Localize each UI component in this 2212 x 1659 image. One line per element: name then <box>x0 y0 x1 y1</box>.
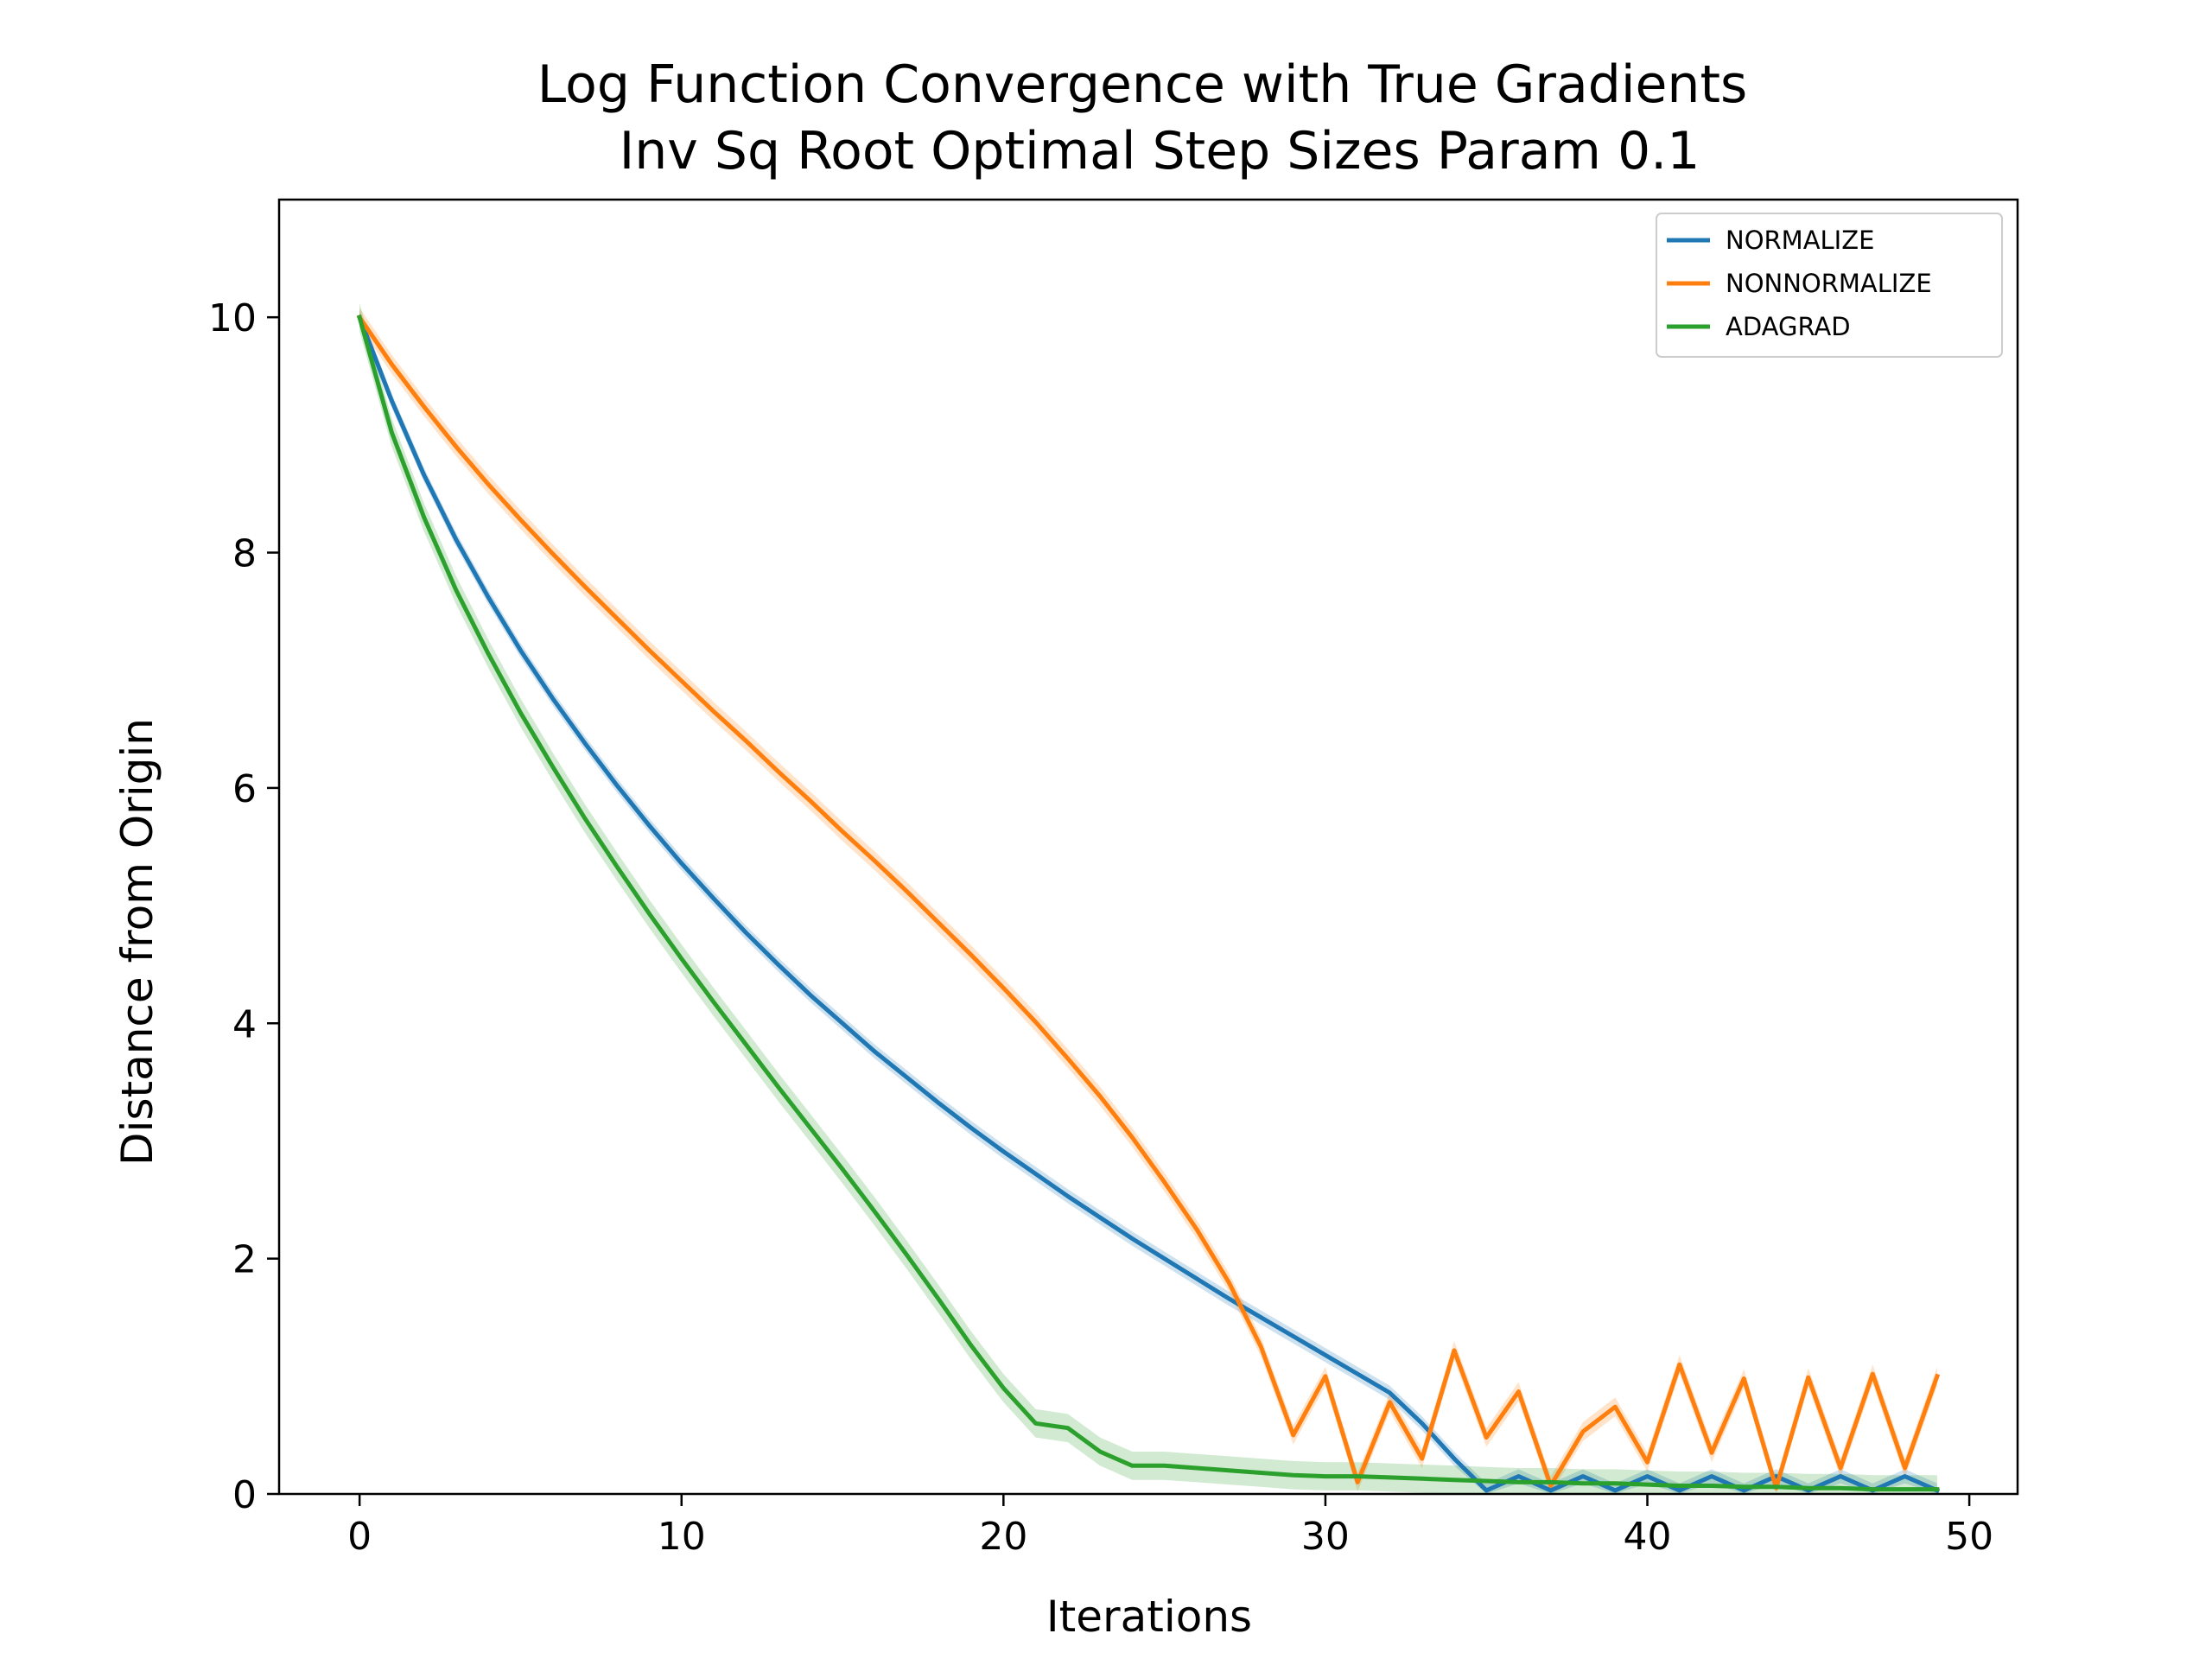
x-axis: 0 10 20 30 40 50 <box>347 1494 1993 1559</box>
x-tick-label: 0 <box>347 1515 372 1559</box>
x-axis-label: Iterations <box>1046 1592 1252 1642</box>
legend-label-nonnormalize: NONNORMALIZE <box>1726 269 1932 298</box>
y-tick-label: 0 <box>232 1473 257 1517</box>
y-axis-label: Distance from Origin <box>112 718 162 1166</box>
y-tick-label: 6 <box>232 767 257 811</box>
y-tick-label: 8 <box>232 532 257 576</box>
legend-label-adagrad: ADAGRAD <box>1726 312 1851 341</box>
legend-frame <box>1656 213 2003 358</box>
series-line-adagrad <box>357 315 1940 1492</box>
y-tick-label: 4 <box>232 1002 257 1046</box>
chart-subtitle: Inv Sq Root Optimal Step Sizes Param 0.1 <box>620 121 1700 181</box>
x-tick-label: 50 <box>1945 1515 1993 1559</box>
plot-area <box>356 302 1941 1494</box>
chart-title: Log Function Convergence with True Gradi… <box>537 54 1747 115</box>
y-tick-label: 2 <box>232 1238 257 1282</box>
x-tick-label: 20 <box>979 1515 1027 1559</box>
legend-label-normalize: NORMALIZE <box>1726 226 1874 255</box>
x-tick-label: 40 <box>1624 1515 1672 1559</box>
series-line-normalize <box>356 314 1941 1494</box>
legend: NORMALIZE NONNORMALIZE ADAGRAD <box>1656 213 2003 358</box>
y-axis: 0 2 4 6 8 10 <box>208 296 279 1517</box>
plot-frame <box>277 198 2019 1496</box>
x-tick-label: 30 <box>1301 1515 1350 1559</box>
y-tick-label: 10 <box>208 296 257 340</box>
series-line-nonnormalize <box>356 314 1941 1491</box>
x-tick-label: 10 <box>658 1515 706 1559</box>
